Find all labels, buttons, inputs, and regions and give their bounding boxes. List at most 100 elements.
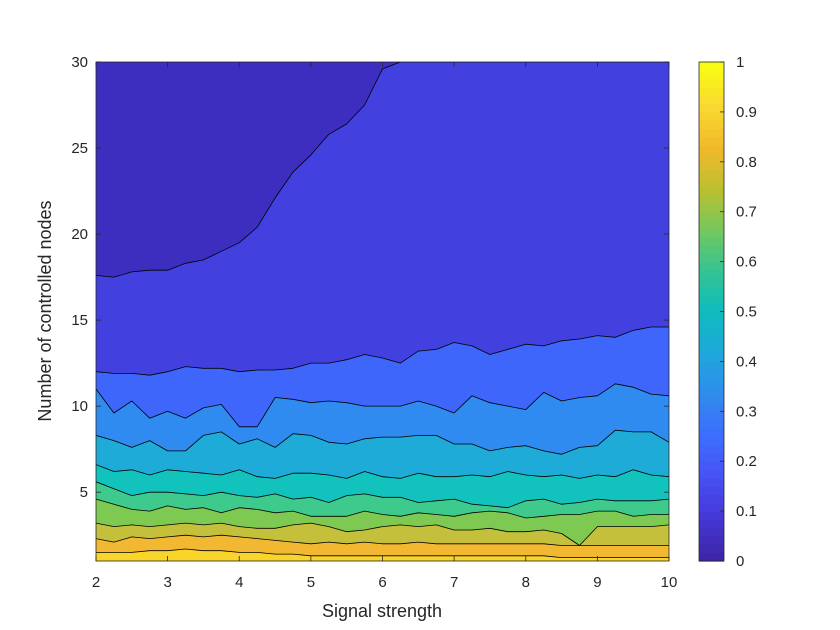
colorbar-segment: [699, 502, 724, 512]
colorbar-segment: [699, 195, 724, 204]
x-tick-label: 10: [661, 574, 678, 591]
colorbar-segment: [699, 120, 724, 130]
colorbar-segment: [699, 178, 724, 188]
colorbar-segment: [699, 361, 724, 371]
colorbar-tick-label: 0.8: [736, 154, 757, 171]
contour-line-6: [96, 464, 669, 479]
contour-line-7: [96, 429, 669, 455]
colorbar-tick-label: 0.1: [736, 503, 757, 520]
y-tick-label: 5: [80, 484, 88, 501]
colorbar-segment: [699, 419, 724, 429]
y-axis: 5 10 15 20 25 30: [71, 54, 669, 501]
x-tick-label: 3: [163, 574, 171, 591]
colorbar-tick-label: 0.7: [736, 204, 757, 221]
contour-line-5: [96, 481, 669, 509]
y-tick-label: 15: [71, 312, 88, 329]
colorbar-tick-label: 0.2: [736, 453, 757, 470]
colorbar-segment: [699, 386, 724, 396]
colorbar-segment: [699, 170, 724, 180]
colorbar-segment: [699, 153, 724, 163]
colorbar-segment: [699, 544, 724, 554]
colorbar-tick-label: 0.4: [736, 353, 757, 370]
colorbar-tick-label: 0.9: [736, 104, 757, 121]
colorbar-segment: [699, 444, 724, 454]
contour-line-9: [96, 326, 669, 376]
colorbar-segment: [699, 203, 724, 213]
x-axis-label: Signal strength: [322, 601, 442, 621]
x-tick-label: 5: [307, 574, 315, 591]
colorbar-segment: [699, 161, 724, 171]
colorbar-segment: [699, 303, 724, 313]
colorbar-segment: [699, 269, 724, 279]
colorbar-segment: [699, 319, 724, 329]
colorbar-segment: [699, 311, 724, 321]
colorbar-segment: [699, 344, 724, 354]
contour-line-3: [96, 522, 669, 546]
y-tick-label: 30: [71, 54, 88, 71]
colorbar-segment: [699, 511, 724, 521]
y-axis-label: Number of controlled nodes: [35, 200, 55, 421]
x-tick-label: 2: [92, 574, 100, 591]
colorbar-segment: [699, 436, 724, 446]
colorbar-segment: [699, 328, 724, 338]
colorbar-segment: [699, 228, 724, 238]
colorbar-tick-label: 0: [736, 553, 744, 570]
colorbar-segment: [699, 253, 724, 263]
x-tick-label: 7: [450, 574, 458, 591]
colorbar-segment: [699, 220, 724, 229]
x-tick-label: 9: [593, 574, 601, 591]
colorbar-segment: [699, 278, 724, 288]
x-tick-label: 6: [378, 574, 386, 591]
colorbar-segment: [699, 211, 724, 221]
colorbar-segment: [699, 527, 724, 537]
colorbar-tick-label: 1: [736, 54, 744, 71]
colorbar-segment: [699, 103, 724, 113]
y-tick-label: 20: [71, 226, 88, 243]
colorbar-segment: [699, 427, 724, 437]
colorbar-segment: [699, 536, 724, 545]
y-tick-label: 25: [71, 140, 88, 157]
contour-bands: [96, 62, 669, 561]
contour-line-1: [96, 548, 669, 558]
colorbar: 0 0.1 0.2 0.3 0.4 0.5 0.6 0.7 0.8 0.9 1: [698, 54, 757, 570]
colorbar-segment: [699, 353, 724, 362]
colorbar-segment: [699, 461, 724, 471]
colorbar-segment: [699, 62, 724, 71]
colorbar-segment: [699, 469, 724, 479]
colorbar-segment: [699, 128, 724, 138]
colorbar-segment: [699, 86, 724, 96]
colorbar-segment: [699, 477, 724, 487]
colorbar-segment: [699, 294, 724, 304]
colorbar-segment: [699, 244, 724, 254]
colorbar-segment: [699, 261, 724, 271]
colorbar-tick-label: 0.5: [736, 304, 757, 321]
band-darkest: [96, 62, 669, 278]
colorbar-segment: [699, 70, 724, 80]
colorbar-segment: [699, 286, 724, 296]
x-axis: 2 3 4 5 6 7 8 9 10: [92, 62, 678, 591]
colorbar-segment: [699, 186, 724, 196]
colorbar-segment: [699, 552, 724, 562]
colorbar-segment: [699, 494, 724, 504]
contour-line-8: [96, 383, 669, 428]
colorbar-tick-label: 0.6: [736, 254, 757, 271]
colorbar-segment: [699, 411, 724, 421]
colorbar-tick-label: 0.3: [736, 403, 757, 420]
colorbar-segment: [699, 95, 724, 105]
contour-line-4: [96, 498, 669, 519]
colorbar-segment: [699, 402, 724, 412]
colorbar-segment: [699, 486, 724, 496]
y-tick-label: 10: [71, 398, 88, 415]
colorbar-segment: [699, 236, 724, 246]
contour-lines: [96, 62, 669, 558]
contour-line-2: [96, 534, 669, 546]
colorbar-segment: [699, 336, 724, 346]
colorbar-segment: [699, 78, 724, 88]
colorbar-segment: [699, 136, 724, 146]
x-tick-label: 8: [522, 574, 530, 591]
colorbar-segment: [699, 145, 724, 155]
colorbar-segment: [699, 394, 724, 404]
colorbar-segment: [699, 452, 724, 462]
colorbar-segment: [699, 378, 724, 387]
